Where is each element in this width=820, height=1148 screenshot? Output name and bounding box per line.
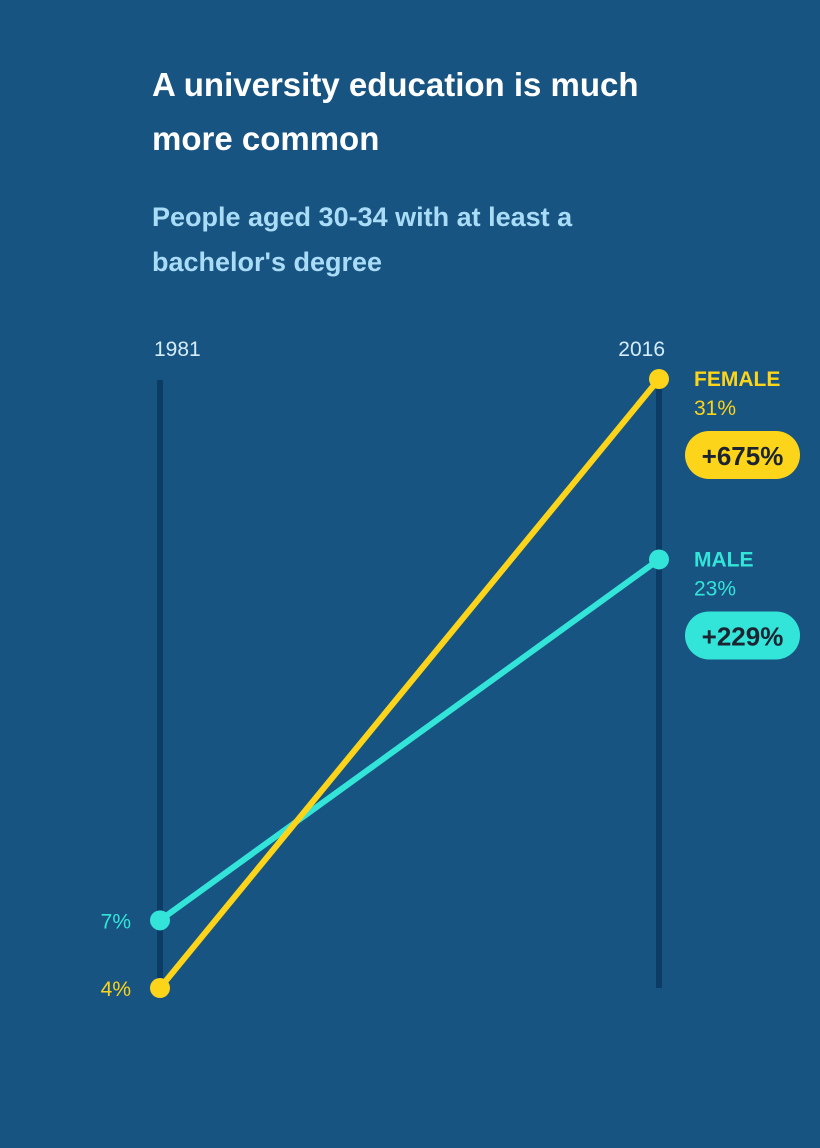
chart-subtitle: People aged 30-34 with at least a bachel… <box>152 202 573 277</box>
male-end-label: 23% <box>694 577 736 600</box>
year-label-2016: 2016 <box>618 338 665 361</box>
female-series-line <box>157 376 662 991</box>
male-change-label: +229% <box>702 621 784 651</box>
chart-title: A university education is much more comm… <box>152 66 639 157</box>
female-end-label: 31% <box>694 397 736 420</box>
male-point-1981 <box>150 910 170 931</box>
female-change-label: +675% <box>702 441 784 471</box>
male-series-line <box>157 556 662 924</box>
female-point-2016 <box>649 369 669 389</box>
male-point-2016 <box>649 549 669 570</box>
female-point-1981 <box>150 978 170 998</box>
lines-layer <box>150 369 669 998</box>
male-change-badge: +229% <box>685 611 800 660</box>
labels-layer: 4% FEMALE 31% +675% 7% MALE 23% +229% <box>101 368 800 1001</box>
axes-layer: 1981 2016 <box>154 338 665 988</box>
female-start-label: 4% <box>101 978 131 1001</box>
female-series-name: FEMALE <box>694 368 780 391</box>
male-change-badge-bg <box>685 611 800 660</box>
male-series-name: MALE <box>694 548 754 571</box>
year-label-1981: 1981 <box>154 338 201 361</box>
male-start-label: 7% <box>101 910 131 933</box>
female-change-badge-bg <box>685 431 800 479</box>
female-change-badge: +675% <box>685 431 800 479</box>
